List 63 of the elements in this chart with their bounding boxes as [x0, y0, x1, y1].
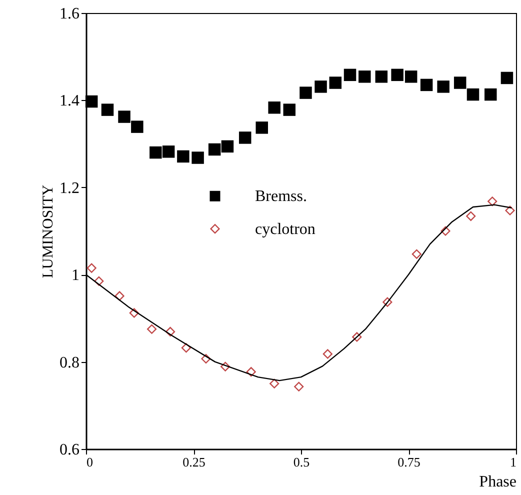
- point: [300, 86, 312, 99]
- point: [488, 196, 498, 206]
- legend-label: Bremss.: [255, 188, 307, 206]
- x-tick-label: 0.75: [398, 454, 420, 470]
- legend-label: cyclotron: [255, 220, 316, 238]
- point: [147, 324, 157, 334]
- point: [101, 104, 114, 116]
- point: [382, 297, 392, 307]
- point: [505, 206, 515, 216]
- point: [201, 354, 211, 364]
- point: [85, 95, 98, 108]
- point: [454, 76, 466, 89]
- point: [412, 249, 422, 259]
- y-tick-label: 1: [72, 267, 80, 284]
- point: [440, 226, 450, 236]
- point: [181, 343, 191, 353]
- point: [165, 326, 176, 336]
- point: [352, 332, 362, 342]
- x-tick-label: 0.5: [293, 454, 310, 470]
- y-tick-label: 1.2: [60, 180, 80, 197]
- y-axis-title: LUMINOSITY: [40, 184, 56, 278]
- point: [466, 211, 476, 221]
- point: [238, 132, 252, 144]
- point: [221, 140, 234, 153]
- point: [220, 362, 230, 372]
- y-tick-label: 1.4: [60, 92, 80, 110]
- point: [208, 143, 221, 156]
- point: [177, 150, 190, 163]
- point: [86, 263, 96, 273]
- point: [256, 122, 268, 134]
- point: [322, 349, 332, 359]
- point: [114, 291, 124, 301]
- point: [150, 146, 162, 159]
- point: [466, 88, 480, 101]
- point: [131, 120, 144, 133]
- point: [358, 70, 371, 83]
- x-tick-label: 0: [86, 454, 93, 470]
- point: [246, 367, 256, 377]
- point: [268, 101, 280, 114]
- point: [329, 76, 342, 89]
- point: [118, 110, 130, 123]
- y-tick-label: 1.6: [60, 6, 80, 22]
- point: [283, 104, 296, 116]
- point: [314, 80, 327, 93]
- point: [94, 276, 104, 286]
- x-axis-title: Phase: [479, 474, 516, 490]
- point: [294, 382, 304, 392]
- point: [391, 68, 404, 82]
- point: [192, 152, 204, 164]
- point: [344, 68, 356, 82]
- point: [500, 72, 514, 84]
- y-tick-label: 0.6: [60, 442, 80, 458]
- point: [270, 378, 280, 388]
- point: [484, 88, 497, 101]
- x-tick-label: 1: [510, 454, 516, 470]
- point: [162, 146, 175, 158]
- point: [404, 70, 418, 83]
- y-tick-label: 0.8: [60, 354, 80, 372]
- point: [129, 308, 139, 318]
- point: [375, 70, 388, 83]
- point: [437, 80, 450, 93]
- x-tick-label: 0.25: [182, 454, 206, 470]
- point: [420, 78, 433, 92]
